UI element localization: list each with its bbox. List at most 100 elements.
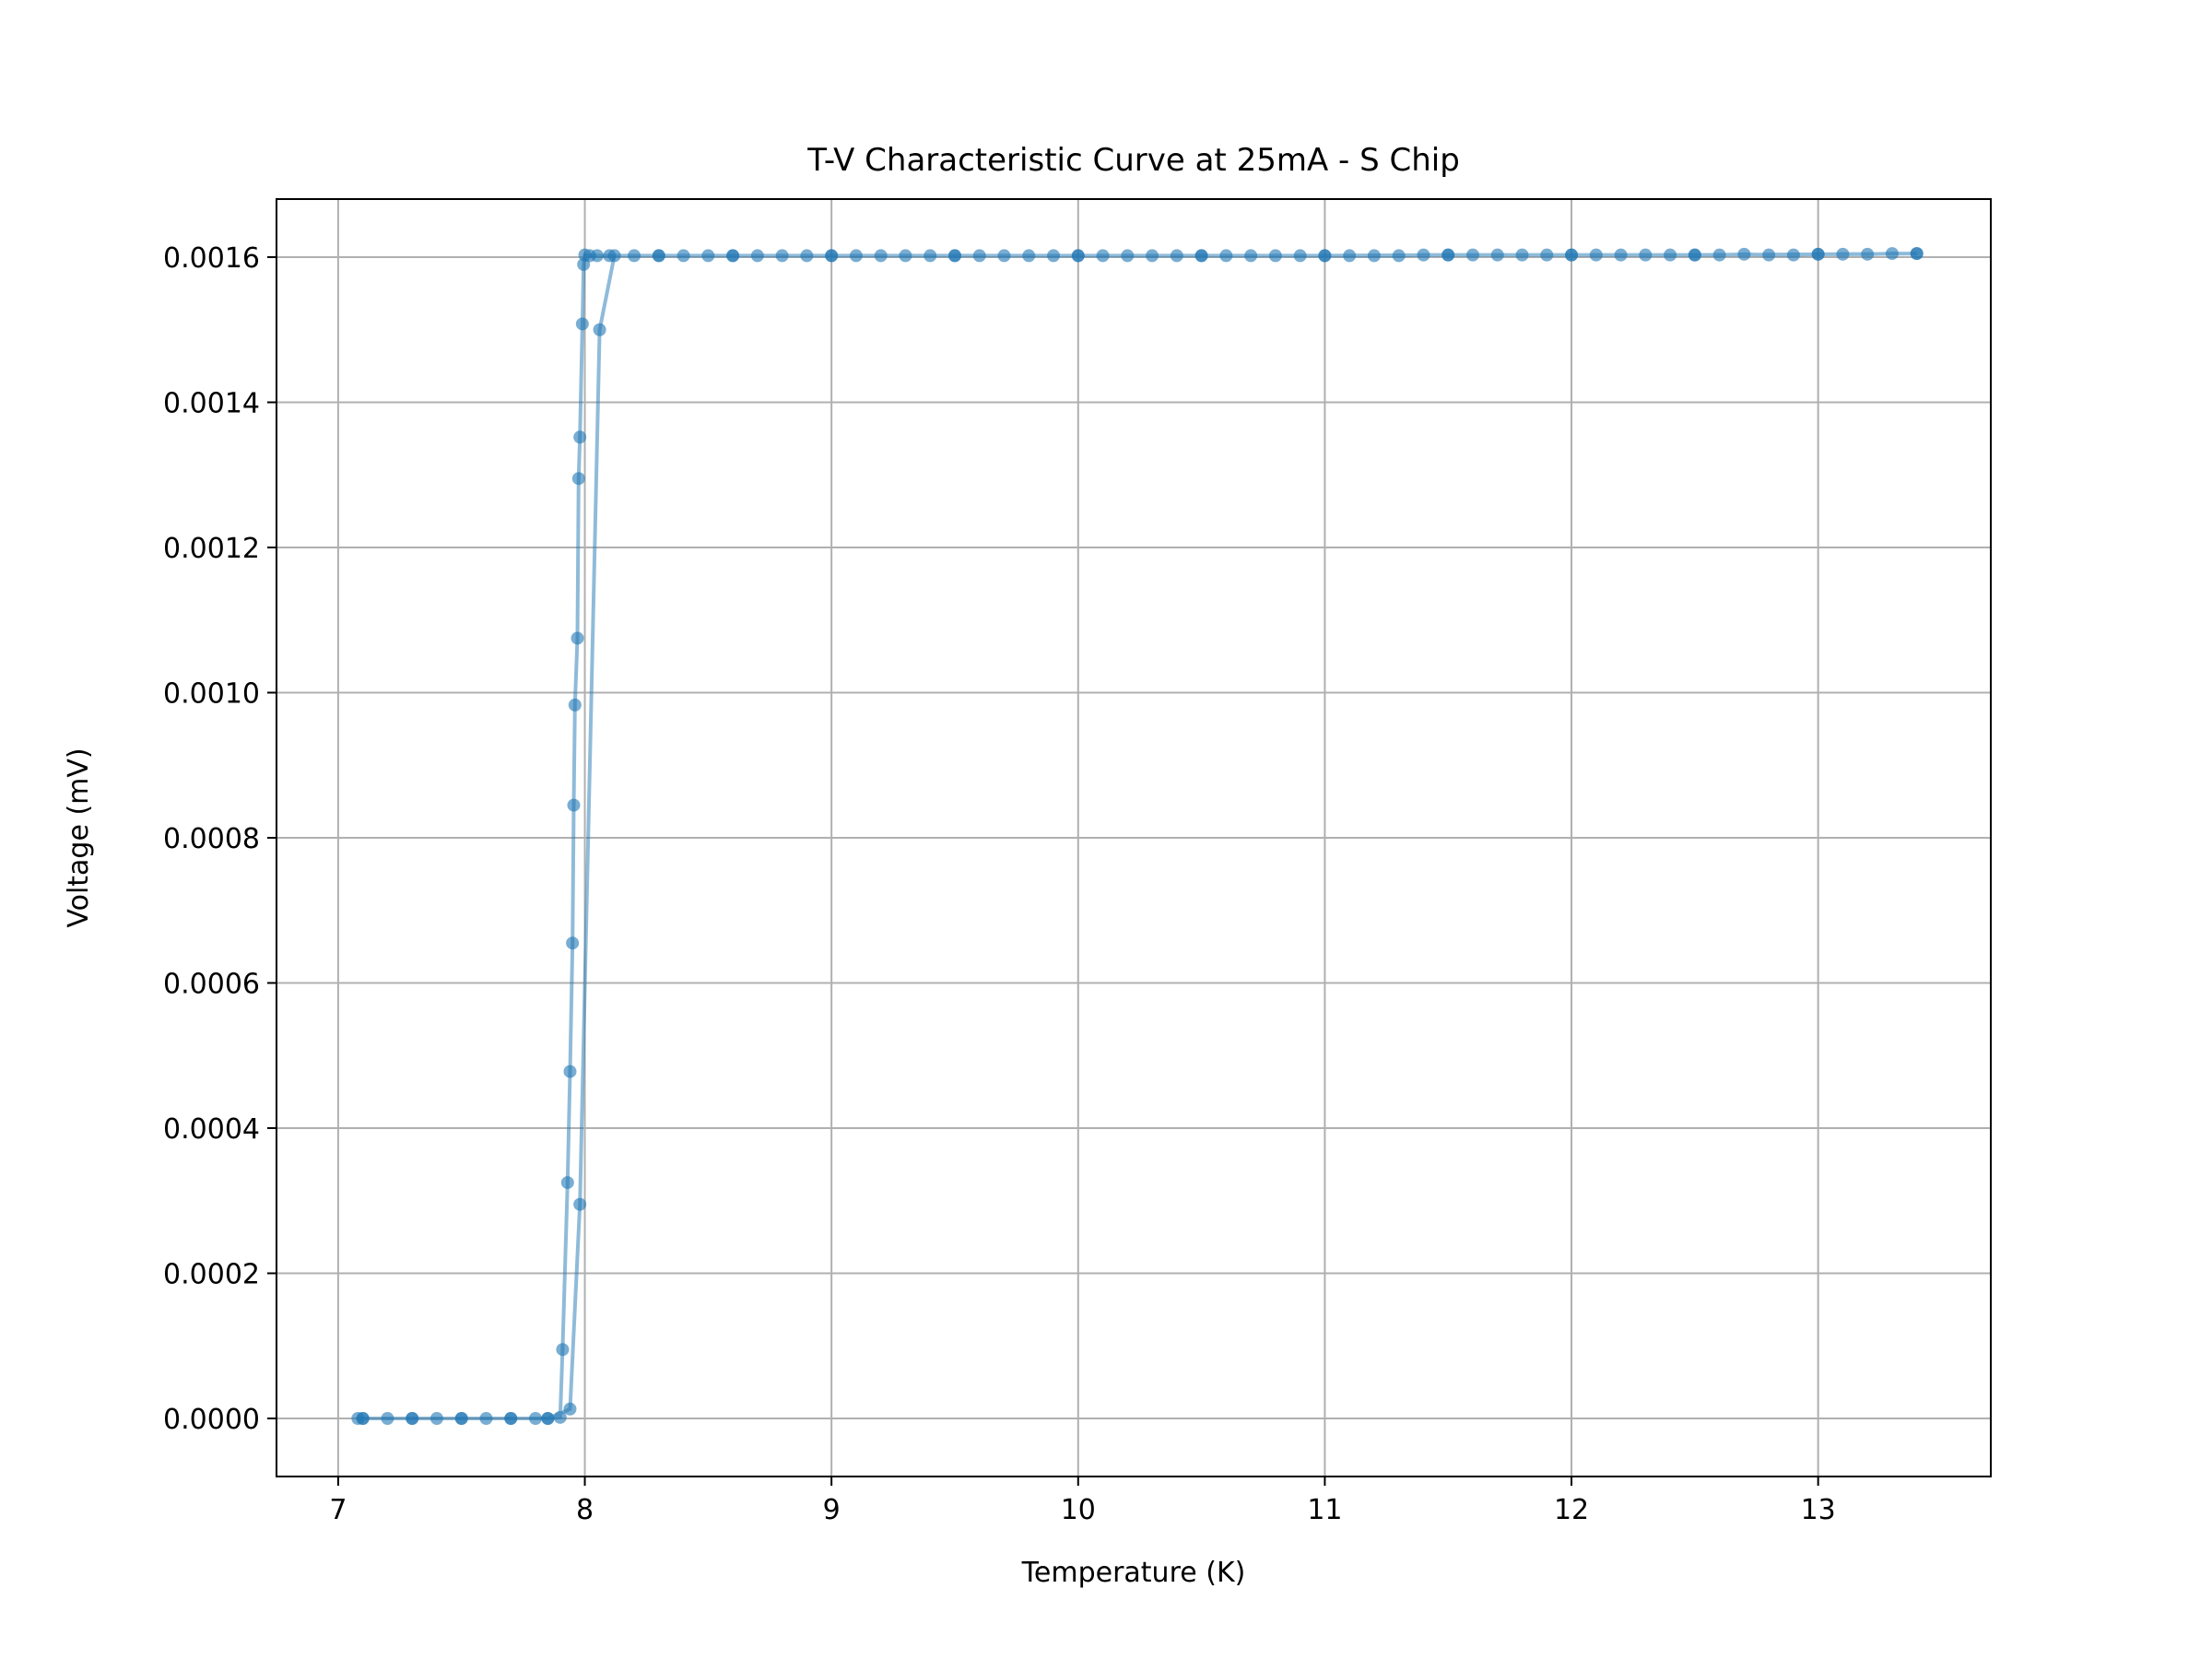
data-point (571, 631, 584, 645)
data-point (563, 1402, 577, 1416)
data-point (628, 249, 641, 263)
data-point (1737, 247, 1751, 261)
grid-lines (276, 199, 1991, 1477)
data-point (479, 1412, 493, 1425)
data-point (553, 1410, 567, 1424)
data-point (1441, 248, 1455, 262)
data-point (575, 317, 589, 331)
data-point (1367, 249, 1381, 263)
x-tick-label: 7 (329, 1494, 347, 1526)
data-point (567, 798, 581, 812)
data-point (1861, 247, 1875, 261)
data-point (454, 1412, 468, 1425)
data-point (578, 248, 592, 262)
data-point (775, 249, 789, 263)
y-axis-label: Voltage (mV) (63, 747, 95, 927)
data-point (924, 249, 937, 263)
data-point (1836, 247, 1850, 261)
x-tick-label: 12 (1554, 1494, 1589, 1526)
data-point (1490, 248, 1504, 262)
data-point (1885, 247, 1899, 261)
data-point (750, 249, 764, 263)
data-series (351, 247, 1924, 1425)
x-tick-label: 11 (1307, 1494, 1342, 1526)
y-tick-label: 0.0014 (163, 388, 260, 420)
data-point (1688, 248, 1701, 262)
data-point (1318, 249, 1332, 263)
x-tick-label: 8 (576, 1494, 594, 1526)
data-point (1293, 249, 1307, 263)
y-tick-label: 0.0006 (163, 969, 260, 1001)
x-tick-label: 9 (823, 1494, 841, 1526)
y-tick-label: 0.0016 (163, 242, 260, 275)
data-point (825, 249, 839, 263)
data-point (573, 1197, 587, 1211)
data-point (529, 1412, 543, 1425)
data-point (1540, 248, 1554, 262)
data-point (1910, 247, 1924, 261)
data-point (406, 1412, 419, 1425)
data-point (1268, 249, 1282, 263)
x-axis-label: Temperature (K) (1021, 1557, 1246, 1589)
data-point (1664, 248, 1677, 262)
data-point (972, 249, 986, 263)
data-point (1811, 247, 1825, 261)
data-point (1712, 248, 1726, 262)
y-tick-label: 0.0012 (163, 533, 260, 565)
data-point (566, 936, 580, 950)
y-tick-label: 0.0008 (163, 823, 260, 855)
data-point (899, 249, 912, 263)
data-point (726, 249, 740, 263)
data-point (607, 249, 621, 263)
data-point (1244, 249, 1258, 263)
chart-title: T-V Characteristic Curve at 25mA - S Chi… (806, 142, 1460, 179)
data-point (381, 1412, 394, 1425)
data-point (563, 1065, 577, 1078)
data-point (571, 472, 585, 486)
axis-ticks: 7 8 9 10 11 12 13 0.0000 0.0002 0.0004 0.0006 0.000… (163, 242, 1836, 1526)
y-tick-label: 0.0010 (163, 678, 260, 711)
data-point (568, 698, 582, 712)
data-point (677, 249, 690, 263)
data-point (874, 249, 888, 263)
data-point (356, 1412, 370, 1425)
data-point (1194, 249, 1208, 263)
data-point (1515, 248, 1529, 262)
data-point (1047, 249, 1061, 263)
data-point (504, 1412, 518, 1425)
data-point (1565, 248, 1579, 262)
y-tick-label: 0.0000 (163, 1404, 260, 1436)
data-point (652, 249, 665, 263)
data-point (1096, 249, 1110, 263)
data-point (800, 249, 814, 263)
data-point (541, 1412, 555, 1425)
data-point (701, 249, 715, 263)
data-point (1762, 248, 1776, 262)
data-point (1146, 249, 1159, 263)
data-point (1121, 249, 1135, 263)
data-point (1786, 248, 1800, 262)
data-point (556, 1343, 570, 1357)
data-point (573, 430, 587, 444)
data-point (577, 257, 591, 271)
data-point (1417, 248, 1430, 262)
y-tick-label: 0.0002 (163, 1259, 260, 1291)
data-point (1614, 248, 1628, 262)
data-point (997, 249, 1011, 263)
y-tick-label: 0.0004 (163, 1113, 260, 1146)
data-point (1392, 249, 1406, 263)
data-point (560, 1176, 574, 1190)
data-point (1170, 249, 1183, 263)
data-point (1343, 249, 1357, 263)
data-point (1219, 249, 1233, 263)
data-point (593, 323, 606, 336)
data-point (1465, 248, 1479, 262)
data-point (1589, 248, 1603, 262)
x-tick-label: 10 (1061, 1494, 1096, 1526)
data-point (849, 249, 863, 263)
data-point (429, 1412, 443, 1425)
data-point (1071, 249, 1085, 263)
data-point (947, 249, 961, 263)
